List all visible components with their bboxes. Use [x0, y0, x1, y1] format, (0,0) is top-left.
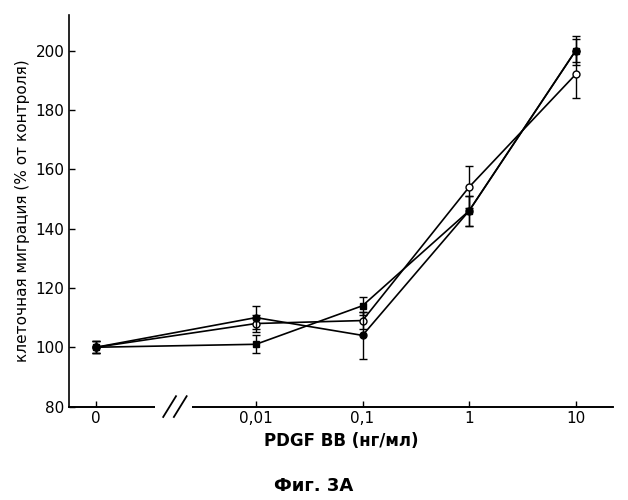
Text: Фиг. 3A: Фиг. 3A	[274, 477, 354, 495]
Bar	[154, 394, 192, 418]
Y-axis label: клеточная миграция (% от контроля): клеточная миграция (% от контроля)	[15, 60, 30, 362]
X-axis label: PDGF BB (нг/мл): PDGF BB (нг/мл)	[264, 432, 418, 450]
